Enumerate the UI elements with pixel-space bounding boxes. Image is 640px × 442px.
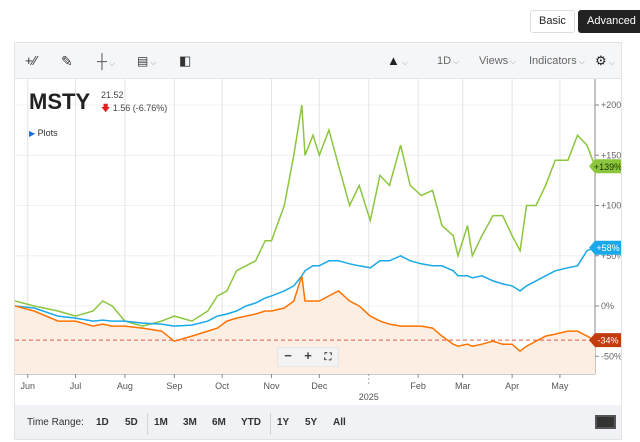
x-tick-label: Apr bbox=[505, 381, 519, 391]
pencil-icon[interactable]: ✎ bbox=[61, 53, 73, 69]
value-badge-label: -34% bbox=[597, 336, 618, 346]
chart-toolbar: +∕∕ ✎ ┼ ⌵ ▤ ⌵ ◧ ▲ ⌵ 1D ⌵ Views ⌵ Indicators ⌵ … bbox=[15, 43, 621, 79]
symbol: MSTY bbox=[29, 89, 91, 114]
x-tick-label: Dec bbox=[311, 381, 328, 391]
range-1m[interactable]: 1M bbox=[154, 417, 168, 428]
panel-layout-icon[interactable]: ◧ bbox=[179, 53, 192, 68]
down-arrow-icon: 🡇 bbox=[101, 103, 111, 113]
indicators-dropdown[interactable]: Indicators ⌵ bbox=[529, 55, 585, 67]
mountain-chart-icon[interactable]: ▲ ⌵ bbox=[387, 53, 408, 68]
value-badge bbox=[589, 159, 621, 174]
x-tick-label: Aug bbox=[117, 381, 133, 391]
y-tick-label: +150% bbox=[601, 150, 621, 160]
crosshair-icon[interactable]: ┼ ⌵ bbox=[97, 53, 115, 69]
time-range-bar: Time Range: 1D 5D 1M 3M 6M YTD 1Y 5Y All bbox=[15, 405, 621, 439]
series-line bbox=[15, 246, 596, 327]
range-5y[interactable]: 5Y bbox=[305, 417, 318, 428]
time-range-label: Time Range: bbox=[27, 417, 84, 428]
plots-toggle[interactable]: ▶ Plots bbox=[29, 128, 58, 138]
range-3m[interactable]: 3M bbox=[183, 417, 197, 428]
price: 21.52 bbox=[101, 90, 124, 100]
interval-dropdown[interactable]: 1D ⌵ bbox=[437, 55, 460, 67]
triangle-right-icon: ▶ bbox=[29, 129, 36, 138]
value-badge bbox=[589, 333, 621, 348]
chart-panel: +∕∕ ✎ ┼ ⌵ ▤ ⌵ ◧ ▲ ⌵ 1D ⌵ Views ⌵ Indicators ⌵ … bbox=[14, 42, 622, 440]
gear-icon[interactable]: ⚙ ⌵ bbox=[595, 53, 615, 68]
interval-label: 1D bbox=[437, 55, 452, 67]
price-change: 🡇 1.56 (-6.76%) bbox=[101, 101, 167, 117]
range-ytd[interactable]: YTD bbox=[241, 417, 261, 428]
y-tick-label: +100% bbox=[601, 201, 621, 211]
advanced-mode-button[interactable]: Advanced bbox=[578, 10, 640, 33]
fullscreen-icon[interactable]: ⛶ bbox=[324, 352, 332, 363]
keyboard-icon[interactable] bbox=[595, 415, 616, 429]
y-tick-label: +50% bbox=[601, 251, 621, 261]
range-all[interactable]: All bbox=[333, 417, 346, 428]
x-tick-label: Oct bbox=[215, 381, 230, 391]
year-label: 2025 bbox=[359, 392, 379, 402]
value-badge bbox=[589, 240, 621, 255]
range-1y[interactable]: 1Y bbox=[277, 417, 290, 428]
zoom-controls: − + ⛶ bbox=[277, 347, 339, 367]
indicators-label: Indicators bbox=[529, 55, 577, 67]
views-label: Views bbox=[479, 55, 509, 67]
comment-icon[interactable]: ▤ ⌵ bbox=[137, 54, 157, 68]
x-tick-label: May bbox=[551, 381, 569, 391]
series-area bbox=[15, 275, 595, 374]
views-dropdown[interactable]: Views ⌵ bbox=[479, 55, 517, 67]
x-tick-label: Jun bbox=[20, 381, 35, 391]
x-tick-label: Mar bbox=[455, 381, 471, 391]
change-value: 1.56 (-6.76%) bbox=[112, 103, 168, 113]
x-tick-label: Jul bbox=[70, 381, 82, 391]
zoom-out-button[interactable]: − bbox=[284, 348, 292, 363]
value-badge-label: +139% bbox=[594, 162, 621, 172]
plots-label: Plots bbox=[37, 128, 58, 138]
x-tick-label: Nov bbox=[264, 381, 281, 391]
value-badge-label: +58% bbox=[596, 243, 619, 253]
x-tick-label: Feb bbox=[410, 381, 426, 391]
range-1d[interactable]: 1D bbox=[96, 417, 109, 428]
divider bbox=[147, 413, 148, 435]
comparison-chart[interactable]: +200% +150% +100% +50% 0% -50% Jun Jul Aug Sep Oct… bbox=[15, 43, 621, 405]
y-tick-label: 0% bbox=[601, 301, 614, 311]
range-6m[interactable]: 6M bbox=[212, 417, 226, 428]
series-line bbox=[15, 104, 596, 327]
basic-mode-button[interactable]: Basic bbox=[530, 10, 575, 33]
zoom-in-button[interactable]: + bbox=[304, 348, 312, 363]
series-line bbox=[15, 275, 596, 353]
y-tick-label: -50% bbox=[601, 351, 621, 361]
divider bbox=[270, 413, 271, 435]
range-5d[interactable]: 5D bbox=[125, 417, 138, 428]
x-tick-label: Sep bbox=[166, 381, 182, 391]
draw-trendline-icon[interactable]: +∕∕ bbox=[25, 53, 37, 68]
y-tick-label: +200% bbox=[601, 100, 621, 110]
